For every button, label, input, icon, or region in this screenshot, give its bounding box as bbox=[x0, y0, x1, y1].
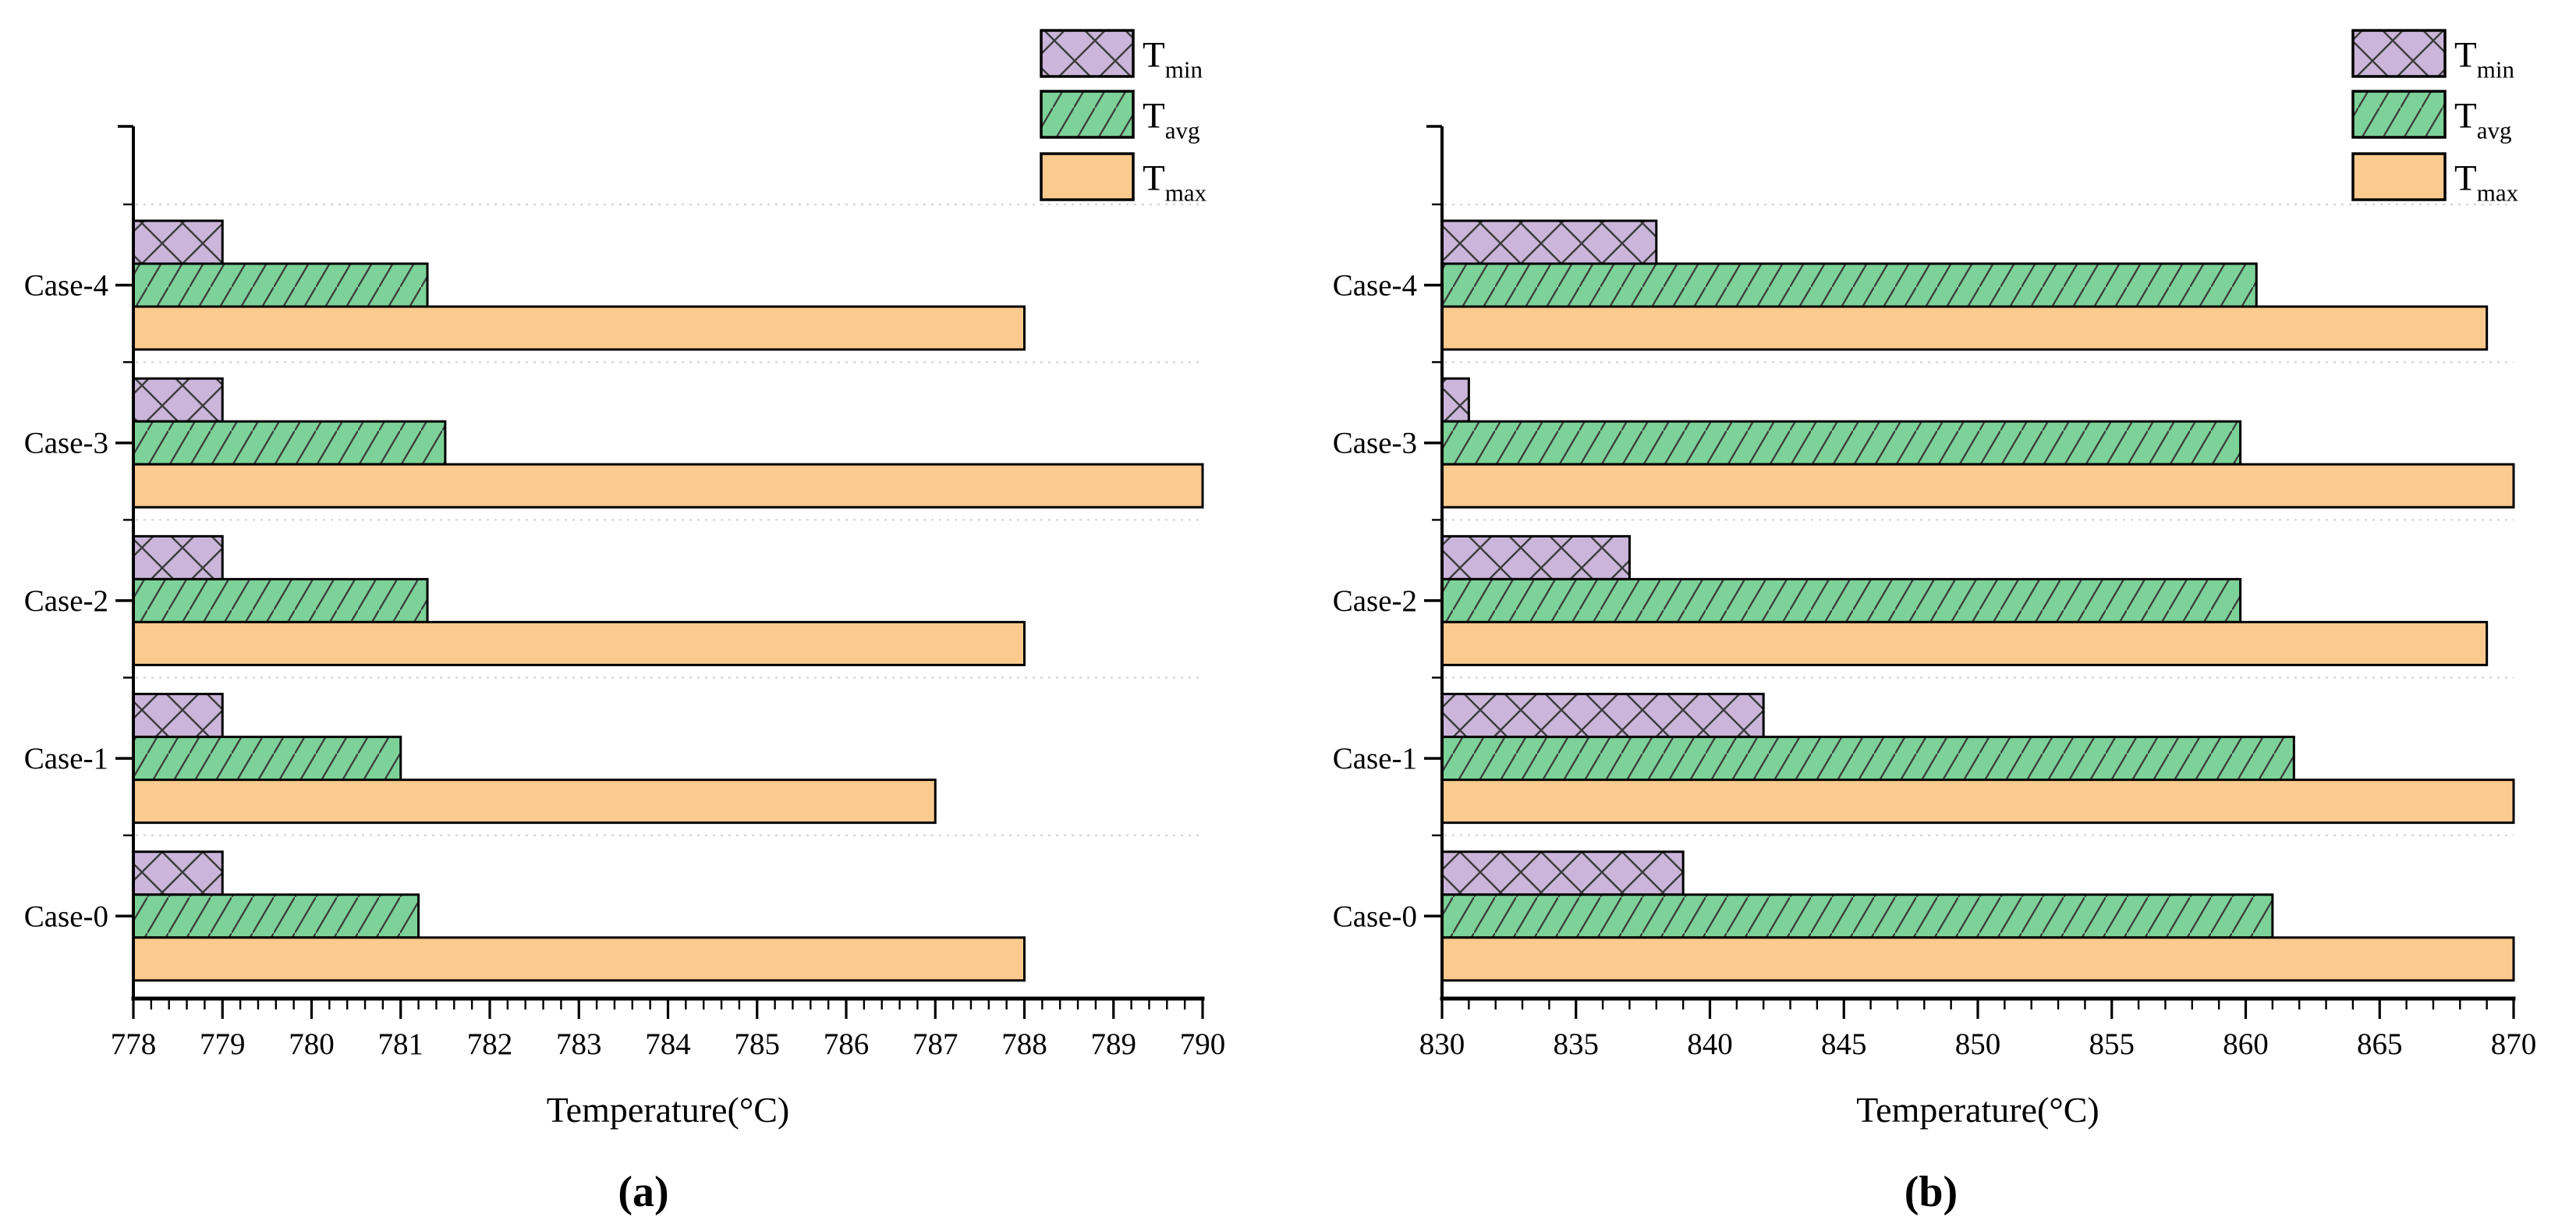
panel-a-x-tick-label-778: 778 bbox=[111, 1027, 157, 1061]
panel-a-bar-tavg-case-4-hatch bbox=[133, 264, 428, 307]
panel-a-bar-tmax-case-2 bbox=[133, 622, 1025, 665]
panel-b-legend-tmax-label: Tmax bbox=[2454, 158, 2519, 207]
panel-a-legend-tmax-swatch-outline bbox=[1040, 152, 1135, 201]
panel-a-legend-tavg-swatch-outline bbox=[1040, 90, 1135, 139]
panel-a-case-label-case-4: Case-4 bbox=[24, 269, 108, 303]
panel-b-x-tick-label-860: 860 bbox=[2223, 1027, 2269, 1061]
panel-b-bar-tmin-case-0-hatch bbox=[1442, 851, 1684, 895]
panel-a-x-tick-label-786: 786 bbox=[824, 1027, 870, 1061]
panel-b-x-tick-label-865: 865 bbox=[2357, 1027, 2403, 1061]
panel-a-bar-tavg-case-2-hatch bbox=[133, 579, 428, 623]
panel-b-legend-tavg-swatch-outline bbox=[2351, 90, 2447, 139]
panel-b-bar-tmax-case-4 bbox=[1442, 307, 2487, 349]
panel-b-legend-tavg-label: Tavg bbox=[2454, 96, 2511, 144]
panel-a-bar-tmin-case-4-hatch bbox=[133, 221, 223, 264]
panel-a-x-tick-label-788: 788 bbox=[1001, 1027, 1047, 1061]
panel-a-bar-tmin-case-0-hatch bbox=[133, 851, 223, 895]
panel-b-x-tick-label-855: 855 bbox=[2089, 1027, 2135, 1061]
panel-a-axis-title: Temperature(°C) bbox=[547, 1090, 789, 1130]
panel-b-case-label-case-2: Case-2 bbox=[1333, 584, 1417, 618]
panel-a-bar-tmax-case-1 bbox=[133, 779, 936, 823]
panel-a-x-tick-label-785: 785 bbox=[735, 1027, 781, 1061]
panel-a-case-label-case-0: Case-0 bbox=[24, 899, 108, 933]
panel-a-legend-tmax-label: Tmax bbox=[1143, 158, 1207, 207]
panel-b-case-label-case-1: Case-1 bbox=[1333, 742, 1417, 775]
panel-b-bar-tmin-case-3-hatch bbox=[1442, 378, 1469, 422]
panel-a-legend-tmin-swatch-outline bbox=[1040, 29, 1135, 78]
panel-a-x-tick-label-789: 789 bbox=[1091, 1027, 1137, 1061]
panel-b-bar-tavg-case-4-hatch bbox=[1442, 264, 2257, 307]
panel-a-x-tick-label-783: 783 bbox=[556, 1027, 602, 1061]
panel-a-bar-tmax-case-4 bbox=[133, 307, 1025, 349]
panel-b-legend-tmax-swatch-outline bbox=[2351, 152, 2447, 201]
panel-a-x-tick-label-784: 784 bbox=[645, 1027, 691, 1061]
panel-a-bar-tavg-case-0-hatch bbox=[133, 894, 419, 938]
panel-b-x-tick-label-830: 830 bbox=[1419, 1027, 1465, 1061]
panel-a-bar-tmin-case-1-hatch bbox=[133, 694, 223, 737]
panel-a-legend-tmax-swatch bbox=[1041, 154, 1133, 200]
panel-b-case-label-case-0: Case-0 bbox=[1333, 899, 1417, 933]
panel-b-x-tick-label-845: 845 bbox=[1821, 1027, 1867, 1061]
panel-a-legend-tavg-swatch-hatch bbox=[1041, 91, 1133, 137]
panel-a-caption: (a) bbox=[618, 1168, 668, 1216]
panel-b-bar-tmax-case-2 bbox=[1442, 622, 2487, 665]
panel-a-legend-tavg-label: Tavg bbox=[1143, 96, 1199, 144]
panel-b-bar-tavg-case-1-hatch bbox=[1442, 736, 2294, 780]
panel-b-case-label-case-4: Case-4 bbox=[1333, 269, 1417, 303]
panel-a-x-tick-label-779: 779 bbox=[200, 1027, 246, 1061]
panel-a-bar-tmax-case-0 bbox=[133, 937, 1025, 981]
panel-a-bar-tmin-case-2-hatch bbox=[133, 536, 223, 580]
panel-b-bar-tmax-case-0 bbox=[1442, 937, 2514, 981]
panel-b-legend-tmin-swatch-outline bbox=[2351, 29, 2447, 78]
panel-b-bar-tavg-case-2-hatch bbox=[1442, 579, 2241, 623]
panel-b-axis-title: Temperature(°C) bbox=[1856, 1090, 2099, 1130]
panel-b-legend-tmin-label: Tmin bbox=[2454, 35, 2514, 83]
panel-a-case-label-case-2: Case-2 bbox=[24, 584, 108, 618]
panel-b-caption: (b) bbox=[1905, 1168, 1958, 1216]
panel-b-bar-tmax-case-3 bbox=[1442, 464, 2514, 508]
panel-b-x-tick-label-870: 870 bbox=[2491, 1027, 2537, 1061]
panel-b-bar-tavg-case-0-hatch bbox=[1442, 894, 2273, 938]
panel-b-legend-tavg-swatch-hatch bbox=[2353, 91, 2445, 137]
panel-a-x-tick-label-780: 780 bbox=[289, 1027, 335, 1061]
panel-b-x-tick-label-835: 835 bbox=[1554, 1027, 1600, 1061]
panel-a-bar-tavg-case-1-hatch bbox=[133, 736, 401, 780]
panel-a-legend-tmin-swatch-hatch bbox=[1041, 30, 1133, 76]
panel-a-bar-tavg-case-3-hatch bbox=[133, 421, 445, 465]
panel-b-legend-tmin-swatch-hatch bbox=[2353, 30, 2445, 76]
panel-b-bar-tavg-case-3-hatch bbox=[1442, 421, 2241, 465]
panel-a-bar-tmax-case-3 bbox=[133, 464, 1203, 508]
panel-a-bar-tmin-case-3-hatch bbox=[133, 378, 223, 422]
panel-b-bar-tmax-case-1 bbox=[1442, 779, 2514, 823]
panel-a: 778 779 780 781 782 783 784 785 786 787 788 789 790 C… bbox=[24, 29, 1226, 1216]
panel-b: 830 835 840 845 850 855 860 865 870 Case-4 Case-3 C… bbox=[1333, 29, 2537, 1216]
panel-a-x-tick-label-790: 790 bbox=[1180, 1027, 1226, 1061]
panel-a-x-tick-label-787: 787 bbox=[912, 1027, 958, 1061]
panel-b-bar-tmin-case-4-hatch bbox=[1442, 221, 1657, 264]
panel-a-x-tick-label-781: 781 bbox=[378, 1027, 424, 1061]
panel-b-bar-tmin-case-2-hatch bbox=[1442, 536, 1630, 580]
panel-b-legend-tmax-swatch bbox=[2353, 154, 2445, 200]
panel-b-x-tick-label-840: 840 bbox=[1687, 1027, 1733, 1061]
panel-a-legend-tmin-label: Tmin bbox=[1143, 35, 1203, 83]
panel-a-x-tick-label-782: 782 bbox=[467, 1027, 513, 1061]
panel-a-case-label-case-3: Case-3 bbox=[24, 427, 108, 460]
panel-a-case-label-case-1: Case-1 bbox=[24, 742, 108, 775]
panel-b-case-label-case-3: Case-3 bbox=[1333, 427, 1417, 460]
panel-b-x-tick-label-850: 850 bbox=[1955, 1027, 2001, 1061]
panel-b-bar-tmin-case-1-hatch bbox=[1442, 694, 1764, 737]
